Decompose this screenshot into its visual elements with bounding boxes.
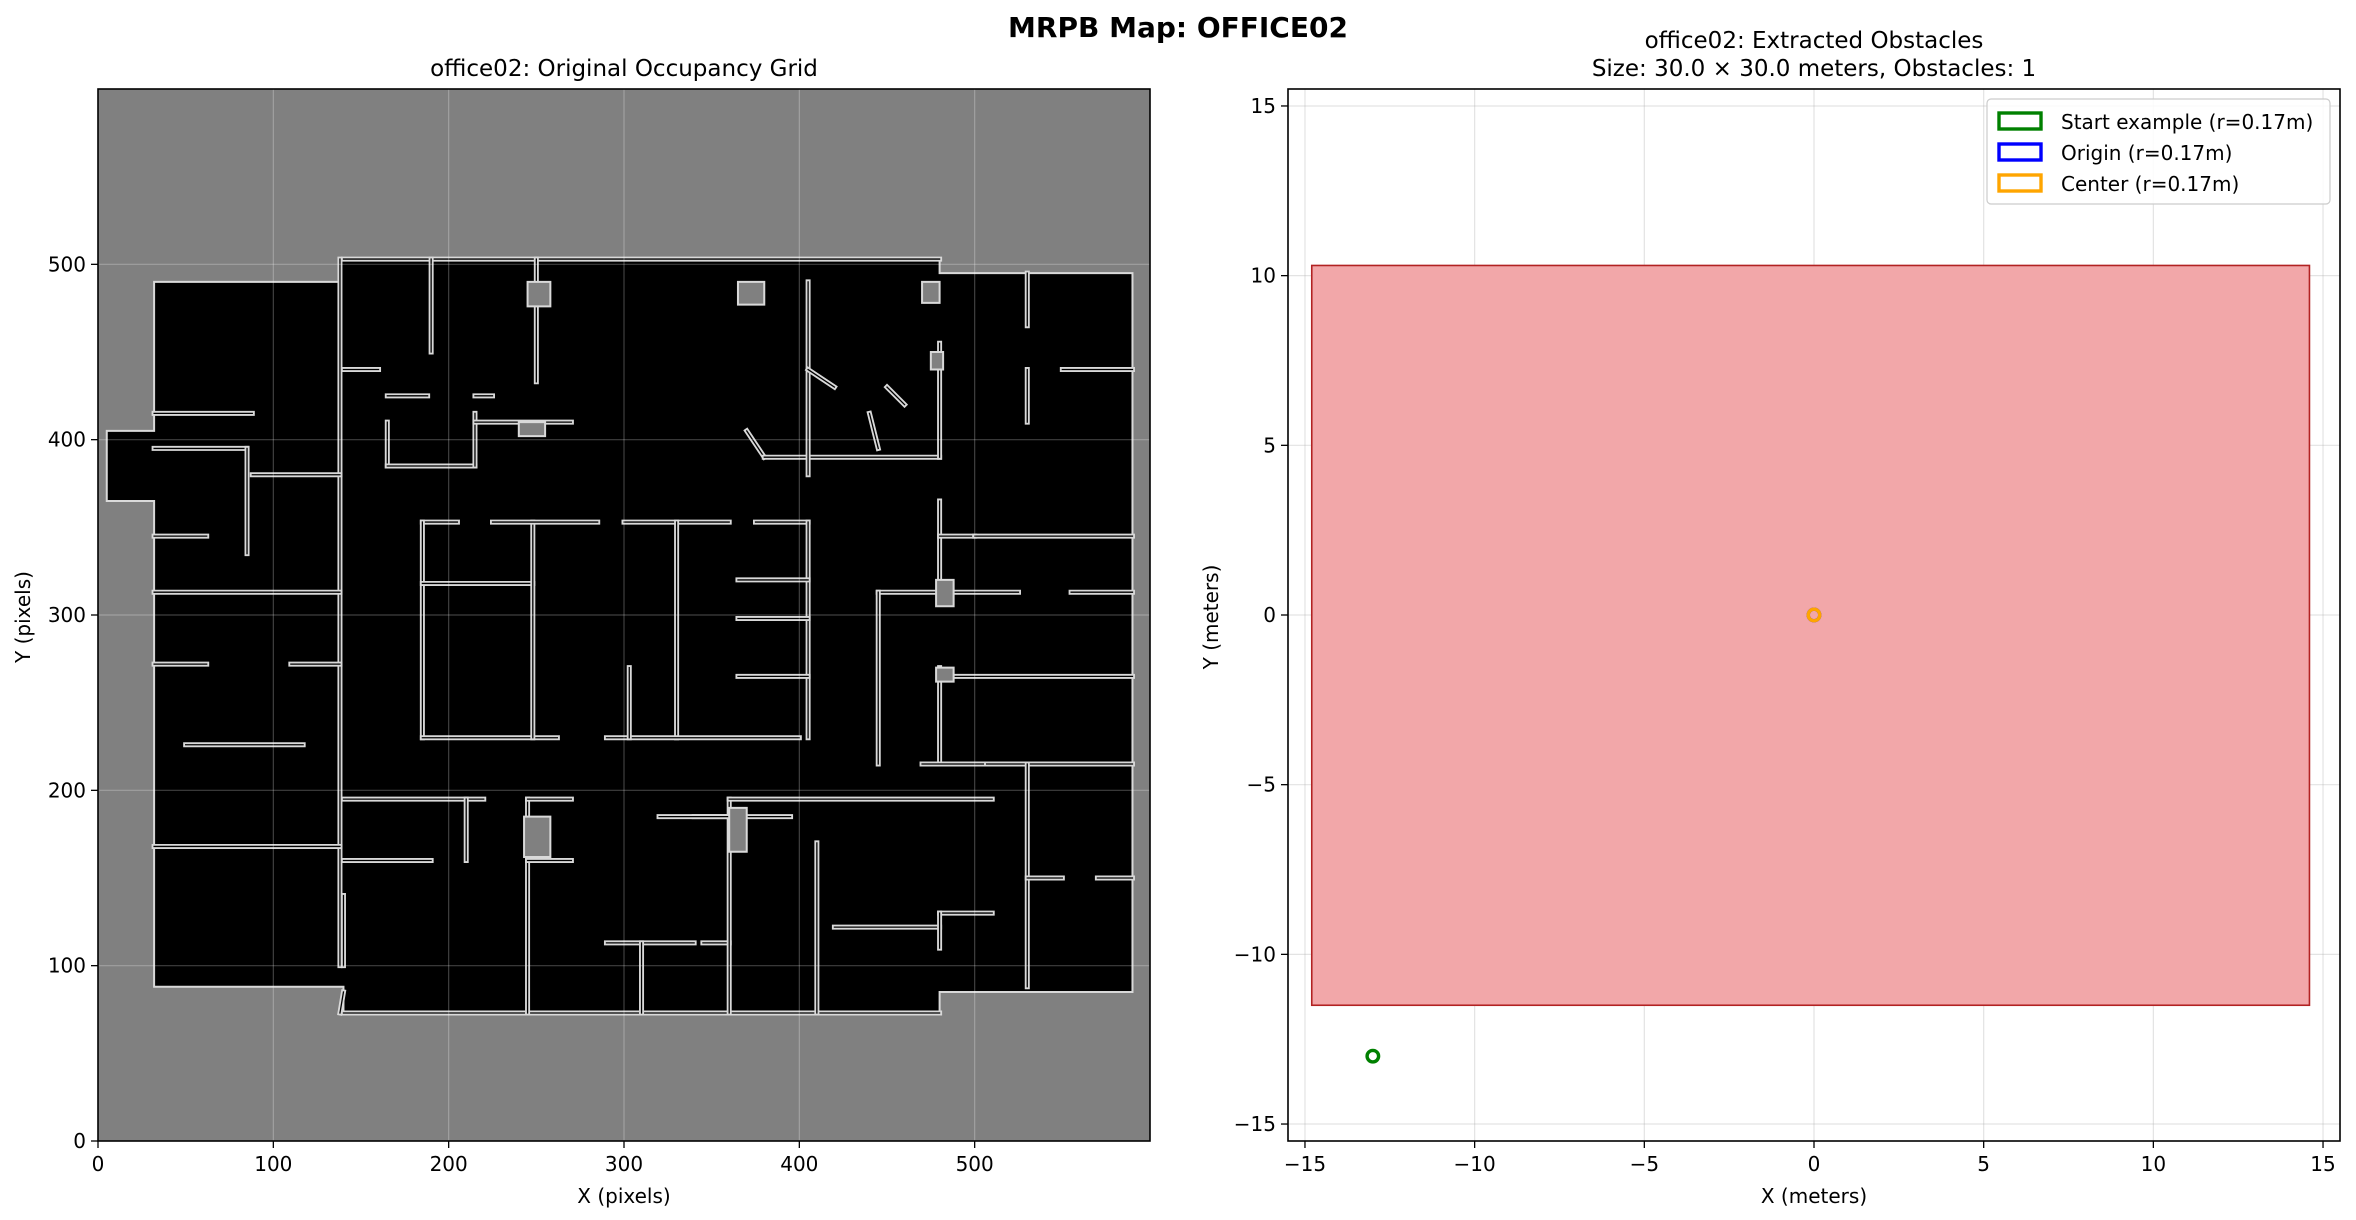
wall-core-42 bbox=[807, 368, 836, 388]
right-xlabel: X (meters) bbox=[1761, 1184, 1867, 1208]
left-xtick-label: 200 bbox=[430, 1152, 468, 1176]
legend-swatch-0 bbox=[1997, 111, 2043, 131]
left-y-axis: 0 100 200 300 400 500 bbox=[48, 252, 98, 1153]
right-subtitle: Size: 30.0 × 30.0 meters, Obstacles: 1 bbox=[1592, 56, 2036, 82]
occupied-block-0 bbox=[523, 815, 552, 858]
figure-suptitle: MRPB Map: OFFICE02 bbox=[1008, 11, 1348, 44]
occupied-block-2 bbox=[517, 421, 547, 438]
left-ylabel: Y (pixels) bbox=[11, 571, 35, 664]
right-ytick-label: −15 bbox=[1234, 1112, 1276, 1136]
right-xtick-label: −15 bbox=[1284, 1152, 1326, 1176]
left-panel: office02: Original Occupancy Grid 0 100 20… bbox=[11, 56, 1151, 1208]
left-xtick-label: 100 bbox=[254, 1152, 292, 1176]
left-title: office02: Original Occupancy Grid bbox=[430, 56, 818, 82]
occupied-block-1 bbox=[728, 806, 748, 853]
obstacle-0 bbox=[1310, 264, 2311, 1007]
occupied-block-7 bbox=[935, 578, 955, 608]
left-ytick-label: 300 bbox=[48, 603, 86, 627]
left-xlabel: X (pixels) bbox=[577, 1184, 670, 1208]
legend: Start example (r=0.17m) Origin (r=0.17m) C… bbox=[1986, 98, 2331, 205]
left-ytick-label: 500 bbox=[48, 252, 86, 276]
right-panel: office02: Extracted Obstacles Size: 30.0… bbox=[1199, 28, 2341, 1208]
right-plot-area bbox=[1287, 88, 2341, 1142]
robot-circle-0 bbox=[1365, 1048, 1381, 1064]
right-ytick-label: −5 bbox=[1247, 773, 1276, 797]
right-ytick-label: 5 bbox=[1263, 433, 1276, 457]
left-ytick-label: 200 bbox=[48, 778, 86, 802]
legend-label-2: Center (r=0.17m) bbox=[2061, 172, 2239, 196]
left-plot-area bbox=[97, 88, 1151, 1142]
occupied-block-4 bbox=[526, 280, 552, 308]
occupied-block-8 bbox=[935, 666, 955, 683]
right-y-axis: −15 −10 −5 0 5 10 15 bbox=[1234, 94, 1288, 1136]
legend-label-0: Start example (r=0.17m) bbox=[2061, 110, 2313, 134]
left-x-axis: 0 100 200 300 400 500 bbox=[92, 1141, 994, 1176]
wall-core-62 bbox=[339, 991, 345, 1014]
right-ylabel: Y (meters) bbox=[1199, 565, 1223, 671]
right-title: office02: Extracted Obstacles bbox=[1645, 28, 1984, 54]
free-space bbox=[105, 258, 1134, 1015]
wall-core-39 bbox=[745, 429, 766, 459]
legend-box bbox=[1986, 98, 2331, 205]
right-ytick-label: −10 bbox=[1234, 942, 1276, 966]
left-ytick-label: 100 bbox=[48, 954, 86, 978]
right-ytick-label: 15 bbox=[1251, 94, 1276, 118]
right-x-axis: −15 −10 −5 0 5 10 15 bbox=[1284, 1141, 2336, 1176]
wall-core-43 bbox=[886, 386, 906, 406]
occupied-block-6 bbox=[929, 351, 945, 371]
occupied-block-3 bbox=[736, 280, 766, 306]
right-ytick-label: 0 bbox=[1263, 603, 1276, 627]
right-xtick-label: 5 bbox=[1977, 1152, 1990, 1176]
left-ytick-label: 400 bbox=[48, 428, 86, 452]
legend-label-1: Origin (r=0.17m) bbox=[2061, 141, 2232, 165]
legend-swatch-2 bbox=[1997, 173, 2043, 193]
right-ytick-label: 10 bbox=[1251, 264, 1276, 288]
robot-circle-2 bbox=[1806, 607, 1822, 623]
wall-core-44 bbox=[868, 412, 880, 450]
legend-swatch-1 bbox=[1997, 142, 2043, 162]
left-xtick-label: 400 bbox=[780, 1152, 818, 1176]
left-xtick-label: 300 bbox=[605, 1152, 643, 1176]
right-xtick-label: 0 bbox=[1808, 1152, 1821, 1176]
left-xtick-label: 0 bbox=[92, 1152, 105, 1176]
right-xtick-label: 10 bbox=[2141, 1152, 2166, 1176]
right-xtick-label: 15 bbox=[2310, 1152, 2335, 1176]
occupied-block-5 bbox=[921, 280, 941, 304]
right-xtick-label: −5 bbox=[1630, 1152, 1659, 1176]
right-xtick-label: −10 bbox=[1454, 1152, 1496, 1176]
left-xtick-label: 500 bbox=[956, 1152, 994, 1176]
left-ytick-label: 0 bbox=[73, 1129, 86, 1153]
